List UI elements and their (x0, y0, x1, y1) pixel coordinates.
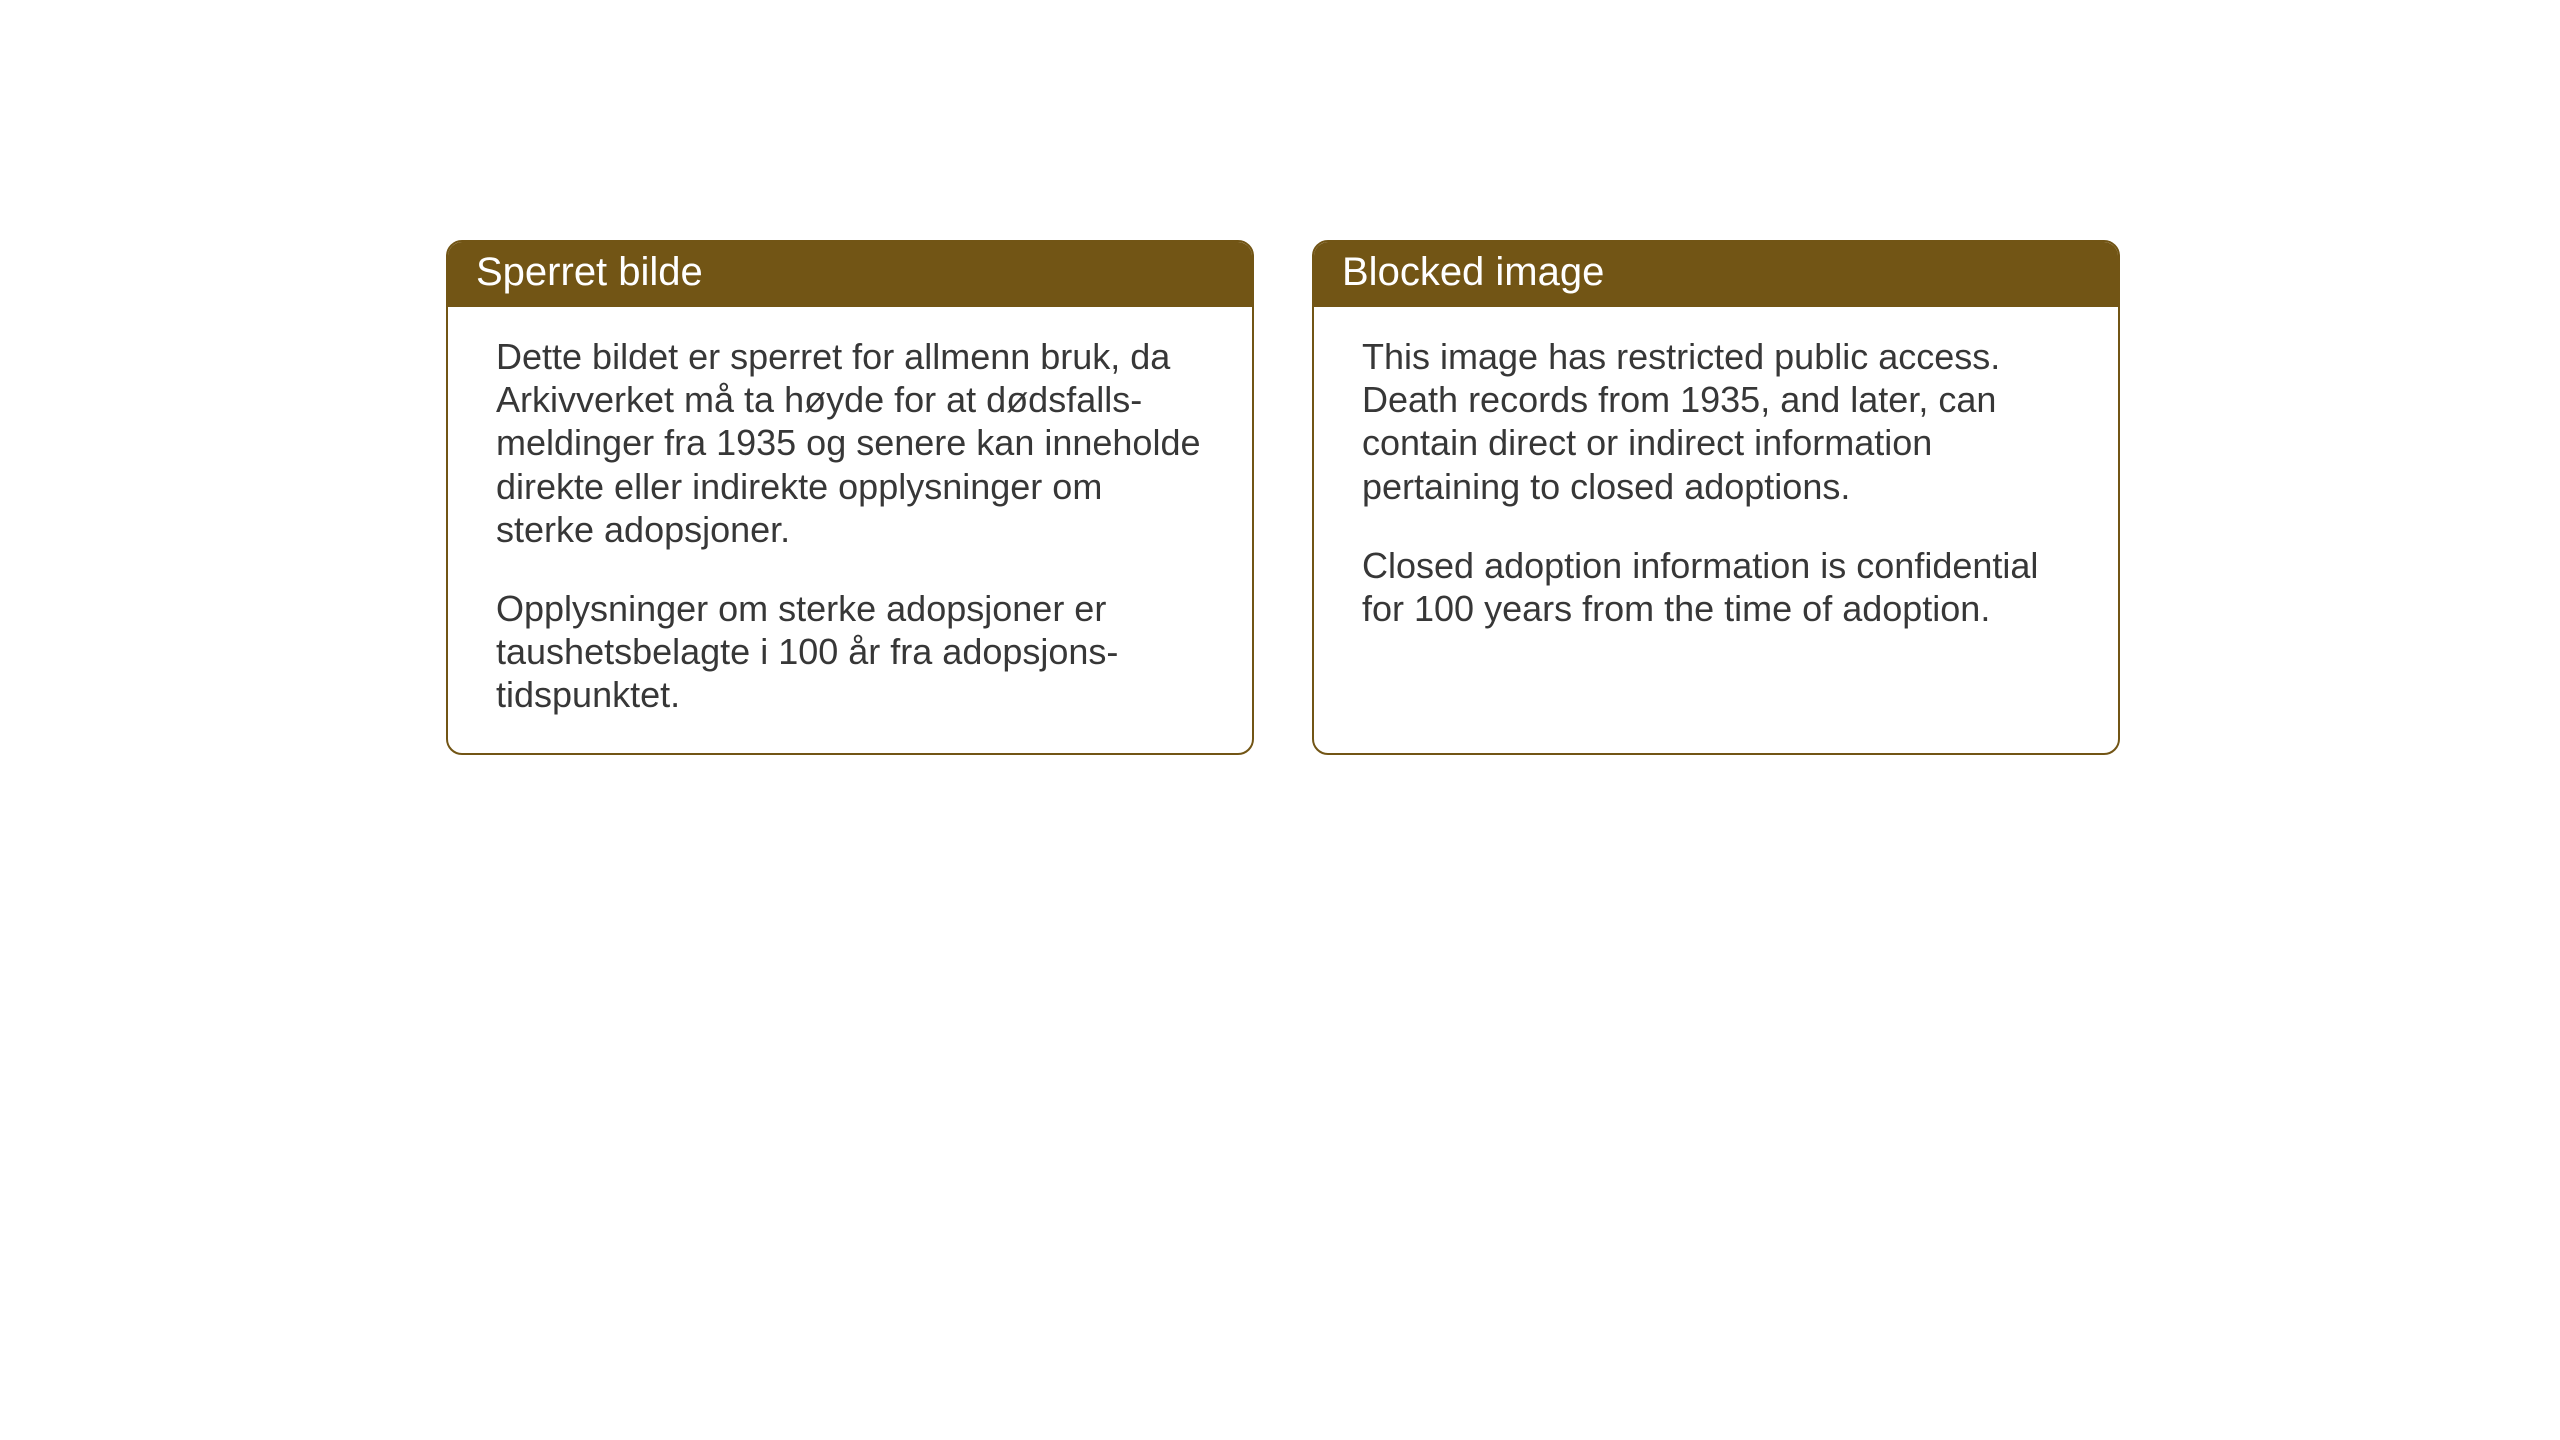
notice-card-english: Blocked image This image has restricted … (1312, 240, 2120, 755)
notice-header-norwegian: Sperret bilde (448, 242, 1252, 307)
notice-paragraph-2-norwegian: Opplysninger om sterke adopsjoner er tau… (496, 587, 1204, 717)
notice-paragraph-2-english: Closed adoption information is confident… (1362, 544, 2070, 630)
notice-container: Sperret bilde Dette bildet er sperret fo… (446, 240, 2120, 755)
notice-body-english: This image has restricted public access.… (1314, 307, 2118, 710)
notice-paragraph-1-norwegian: Dette bildet er sperret for allmenn bruk… (496, 335, 1204, 551)
notice-body-norwegian: Dette bildet er sperret for allmenn bruk… (448, 307, 1252, 753)
notice-card-norwegian: Sperret bilde Dette bildet er sperret fo… (446, 240, 1254, 755)
notice-header-english: Blocked image (1314, 242, 2118, 307)
notice-title-english: Blocked image (1342, 250, 1604, 294)
notice-title-norwegian: Sperret bilde (476, 250, 703, 294)
notice-paragraph-1-english: This image has restricted public access.… (1362, 335, 2070, 508)
